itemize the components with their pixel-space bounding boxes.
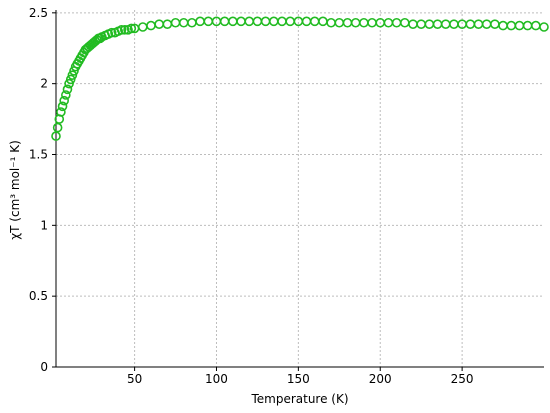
data-point (56, 107, 66, 117)
data-point (154, 19, 164, 29)
data-point (244, 16, 255, 27)
data-point (326, 17, 336, 28)
data-point (473, 19, 484, 29)
data-point (498, 20, 508, 31)
data-point (408, 19, 418, 29)
axes (52, 10, 544, 371)
data-point (531, 20, 541, 31)
x-tick-label: 100 (205, 372, 228, 386)
data-point (301, 16, 312, 27)
data-point (400, 17, 410, 28)
x-tick-label: 250 (451, 372, 474, 386)
data-point (64, 78, 74, 89)
data-point (59, 95, 69, 106)
data-point (236, 16, 246, 27)
data-point (522, 20, 533, 31)
data-point (440, 19, 451, 29)
data-point (203, 16, 214, 27)
data-point (350, 17, 361, 28)
data-point (342, 17, 353, 28)
data-point (106, 27, 117, 38)
data-point (481, 19, 492, 29)
data-point (61, 90, 71, 100)
data-point (449, 19, 459, 29)
y-tick-label: 1.5 (29, 148, 48, 162)
data-point (514, 20, 525, 31)
data-point (391, 17, 402, 28)
data-point (219, 16, 230, 27)
y-tick-label: 0 (40, 360, 48, 374)
y-tick-label: 0.5 (29, 289, 48, 303)
x-tick-label: 150 (287, 372, 310, 386)
data-point (146, 20, 156, 31)
data-point (178, 17, 189, 28)
data-point (539, 22, 549, 32)
data-point (424, 19, 435, 29)
data-point (465, 19, 476, 29)
data-point (432, 19, 443, 29)
data-point (252, 16, 263, 27)
data-point (137, 22, 148, 32)
data-point (95, 33, 106, 44)
x-axis-label: Temperature (K) (250, 392, 348, 406)
data-point (359, 17, 369, 28)
data-point (195, 16, 205, 27)
tick-labels: 50 100 150 200 250 0 0.5 1 1.5 2 2.5 (29, 6, 474, 386)
y-tick-label: 2 (40, 77, 48, 91)
data-point (268, 16, 279, 27)
data-point (52, 122, 63, 133)
data-point (228, 16, 238, 27)
x-tick-label: 50 (127, 372, 142, 386)
data-point (126, 23, 137, 34)
data-point (383, 17, 394, 28)
data-point (65, 74, 76, 85)
x-tick-label: 200 (369, 372, 392, 386)
data-point (334, 17, 345, 28)
data-point (285, 16, 295, 27)
y-tick-label: 1 (40, 218, 48, 232)
data-point (119, 25, 130, 35)
data-point (490, 19, 500, 29)
y-axis-label: χT (cm³ mol⁻¹ K) (8, 140, 22, 240)
data-point (67, 70, 78, 80)
data-point (318, 16, 328, 27)
data-point (170, 17, 181, 28)
data-series (51, 16, 549, 141)
grid (56, 10, 544, 367)
data-point (416, 19, 426, 29)
data-point (116, 25, 127, 35)
data-point (506, 20, 517, 31)
y-tick-label: 2.5 (29, 6, 48, 20)
data-point (277, 16, 287, 27)
data-point (260, 16, 271, 27)
data-point (309, 16, 320, 27)
data-point (187, 17, 197, 28)
data-point (57, 101, 68, 112)
data-point (367, 17, 377, 28)
data-point (162, 19, 173, 29)
data-point (62, 84, 73, 95)
